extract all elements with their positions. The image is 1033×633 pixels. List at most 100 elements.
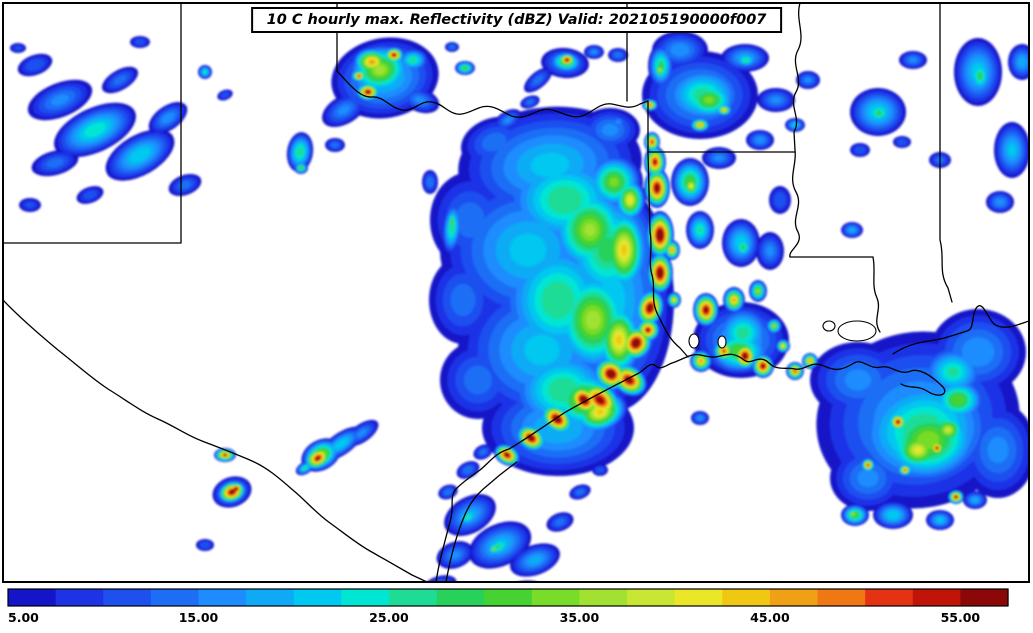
radar-echo-contour xyxy=(135,39,145,45)
radar-echo-contour xyxy=(576,489,584,495)
radar-echo-contour xyxy=(804,77,812,83)
radar-echo-contour xyxy=(524,334,560,366)
radar-echo-contour xyxy=(951,394,965,406)
radar-echo-contour xyxy=(909,57,917,63)
radar-echo-contour xyxy=(886,510,900,520)
colorbar-segment xyxy=(912,589,961,606)
radar-echo-contour xyxy=(504,117,512,123)
radar-echo-contour xyxy=(761,364,765,368)
colorbar-segment xyxy=(960,589,1009,606)
radar-echo-contour xyxy=(585,310,601,330)
radar-echo-contour xyxy=(876,110,882,116)
radar-echo-contour xyxy=(971,497,979,503)
map-title: 10 C hourly max. Reflectivity (dBZ) Vali… xyxy=(250,7,783,33)
radar-echo-contour xyxy=(509,233,547,267)
colorbar-segment xyxy=(103,589,152,606)
colorbar-tick-label: 55.00 xyxy=(941,610,981,625)
radar-echo-contour xyxy=(113,75,127,85)
radar-echo-contour xyxy=(844,369,872,391)
radar-echo-contour xyxy=(547,186,583,214)
radar-echo-contour xyxy=(741,244,745,250)
colorbar-tick-label: 45.00 xyxy=(750,610,790,625)
radar-echo-contour xyxy=(580,396,588,404)
state-border-nm-tx xyxy=(4,4,182,244)
radar-echo-contour xyxy=(793,369,797,373)
radar-echo-contour xyxy=(697,226,703,234)
coastline-texas xyxy=(435,355,690,581)
radar-echo-contour xyxy=(84,122,106,138)
lake-maurepas xyxy=(822,320,836,332)
radar-echo-contour xyxy=(808,359,812,363)
radar-echo-contour xyxy=(657,268,663,278)
radar-echo-contour xyxy=(650,140,654,144)
radar-echo-contour xyxy=(315,457,319,461)
radar-echo-contour xyxy=(698,123,702,127)
radar-echo-contour xyxy=(773,192,787,208)
radar-echo-contour xyxy=(781,344,785,348)
radar-echo-contour xyxy=(935,446,939,450)
radar-echo-contour xyxy=(200,541,210,549)
radar-echo-contour xyxy=(766,245,774,257)
radar-echo-contour xyxy=(621,244,627,256)
colorbar xyxy=(8,589,1009,606)
radar-echo-contour xyxy=(584,223,596,237)
radar-echo-contour xyxy=(654,184,660,192)
map-boundaries xyxy=(4,4,1029,581)
radar-echo-contour xyxy=(696,415,704,421)
radar-echo-contour xyxy=(129,147,151,163)
radar-echo-contour xyxy=(234,487,238,491)
radar-echo-contour xyxy=(607,370,615,378)
radar-echo-contour xyxy=(601,123,619,137)
radar-echo-contour xyxy=(465,515,471,519)
radar-echo-contour xyxy=(541,281,575,319)
radar-echo-contour xyxy=(616,335,622,345)
radar-echo-contour xyxy=(565,58,569,62)
colorbar-segment xyxy=(627,589,676,606)
radar-echo-contour xyxy=(954,495,958,499)
radar-echo-contour xyxy=(756,289,760,293)
radar-echo-contour xyxy=(591,50,597,54)
sabine-lake xyxy=(688,333,700,349)
colorbar-segment xyxy=(150,589,200,606)
radar-echo-contour xyxy=(937,517,943,523)
radar-echo-contour xyxy=(648,103,652,107)
radar-echo-contour xyxy=(25,202,35,208)
radar-echo-contour xyxy=(866,463,870,467)
radar-echo-contour xyxy=(83,190,97,200)
colorbar-segment xyxy=(293,589,342,606)
colorbar-segment xyxy=(198,589,247,606)
map-frame xyxy=(2,2,1030,583)
colorbar-segment xyxy=(579,589,628,606)
radar-echo-contour xyxy=(772,324,776,328)
colorbar-segment xyxy=(246,589,295,606)
radar-echo-contour xyxy=(46,158,64,168)
radar-echo-contour xyxy=(161,112,175,124)
radar-echo-contour xyxy=(530,152,570,178)
colorbar-tick-label: 15.00 xyxy=(179,610,219,625)
coastline-louisiana xyxy=(688,353,946,396)
radar-echo-contour xyxy=(532,75,544,85)
colorbar-segment xyxy=(484,589,533,606)
radar-echo-contour xyxy=(229,490,235,494)
state-border-la-ms-pearl xyxy=(789,256,881,333)
radar-echo-contour xyxy=(995,198,1005,206)
radar-echo-contour xyxy=(670,43,690,57)
radar-echo-contour xyxy=(357,429,367,437)
radar-echo-contour xyxy=(553,415,561,423)
radar-echo-contour xyxy=(736,326,750,340)
radar-echo-contour xyxy=(414,96,426,104)
radar-echo-contour xyxy=(450,219,454,225)
radar-echo-contour xyxy=(366,90,370,94)
radar-echo-contour xyxy=(448,44,456,50)
radar-echo-contour xyxy=(609,177,619,187)
radar-echo-contour xyxy=(463,66,467,70)
radar-echo-contour xyxy=(857,468,879,488)
radar-echo-contour xyxy=(409,57,417,63)
radar-echo-contour xyxy=(463,466,473,474)
map-title-text: 10 C hourly max. Reflectivity (dBZ) Vali… xyxy=(266,12,767,28)
radar-echo-contour xyxy=(392,53,396,57)
radar-echo-contour xyxy=(596,467,604,473)
radar-echo-contour xyxy=(714,154,724,162)
radar-echo-contour xyxy=(426,176,434,188)
